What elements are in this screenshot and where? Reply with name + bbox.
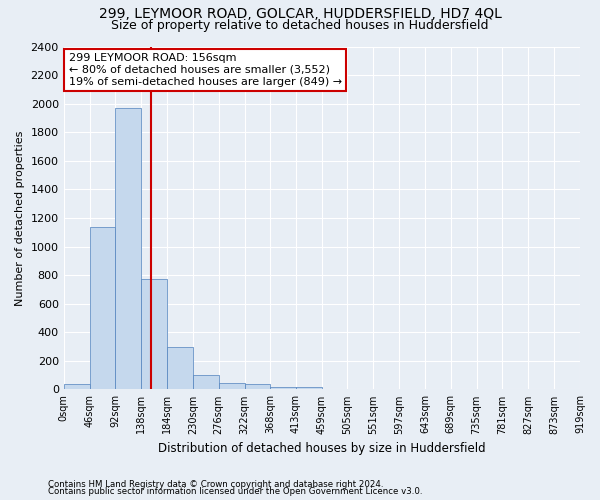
Text: Contains HM Land Registry data © Crown copyright and database right 2024.: Contains HM Land Registry data © Crown c… xyxy=(48,480,383,489)
Bar xyxy=(89,226,115,390)
Bar xyxy=(296,388,322,390)
Text: 299, LEYMOOR ROAD, GOLCAR, HUDDERSFIELD, HD7 4QL: 299, LEYMOOR ROAD, GOLCAR, HUDDERSFIELD,… xyxy=(98,8,502,22)
Y-axis label: Number of detached properties: Number of detached properties xyxy=(15,130,25,306)
X-axis label: Distribution of detached houses by size in Huddersfield: Distribution of detached houses by size … xyxy=(158,442,485,455)
Bar xyxy=(271,386,296,390)
Bar xyxy=(141,278,167,390)
Bar xyxy=(193,375,219,390)
Bar xyxy=(115,108,141,390)
Bar xyxy=(64,384,89,390)
Bar xyxy=(219,383,245,390)
Bar xyxy=(167,346,193,390)
Text: 299 LEYMOOR ROAD: 156sqm
← 80% of detached houses are smaller (3,552)
19% of sem: 299 LEYMOOR ROAD: 156sqm ← 80% of detach… xyxy=(69,54,342,86)
Bar xyxy=(245,384,271,390)
Bar xyxy=(322,388,347,390)
Text: Contains public sector information licensed under the Open Government Licence v3: Contains public sector information licen… xyxy=(48,488,422,496)
Text: Size of property relative to detached houses in Huddersfield: Size of property relative to detached ho… xyxy=(111,19,489,32)
